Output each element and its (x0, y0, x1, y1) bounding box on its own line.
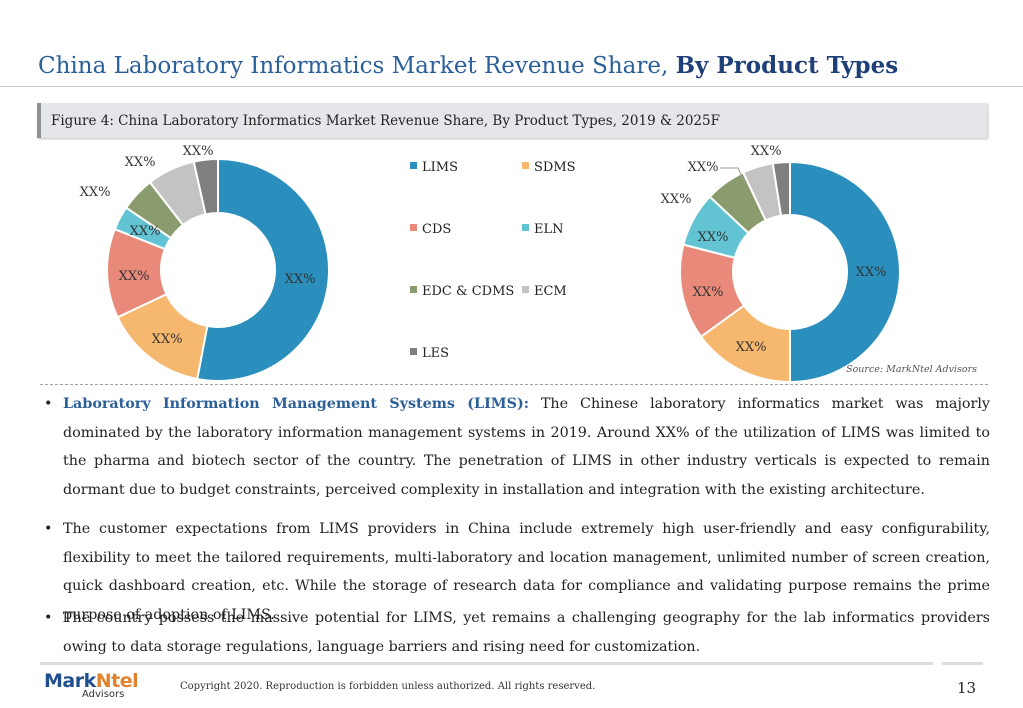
legend-label-lims: LIMS (422, 160, 458, 175)
bullet-text: The country possess the massive potentia… (63, 610, 990, 655)
copyright-text: Copyright 2020. Reproduction is forbidde… (180, 681, 596, 692)
bullet-paragraph-1: • Laboratory Information Management Syst… (44, 390, 990, 504)
donut2-data-label-les: XX% (751, 144, 782, 159)
donut2-data-label-ecm: XX% (688, 160, 719, 175)
legend-swatch-cds (410, 224, 417, 231)
donut2-data-label-sdms: XX% (736, 340, 767, 355)
title-divider (0, 86, 1023, 87)
legend-label-edc-and-cdms: EDC & CDMS (422, 284, 514, 299)
legend-swatch-ecm (522, 286, 529, 293)
donut1-slice-lims (196, 157, 330, 382)
legend-swatch-sdms (522, 162, 529, 169)
legend-swatch-eln (522, 224, 529, 231)
donut2-slice-les (771, 160, 791, 217)
legend-label-cds: CDS (422, 222, 451, 237)
donut2-slice-lims (789, 160, 901, 384)
bullet-paragraph-2: • The customer expectations from LIMS pr… (44, 515, 990, 629)
donut1-data-label-ecm: XX% (125, 155, 156, 170)
leader-line (720, 167, 746, 184)
page-title: China Laboratory Informatics Market Reve… (38, 52, 898, 79)
bullet-dot: • (44, 610, 53, 626)
footer-rule (40, 662, 933, 665)
donut1-data-label-les: XX% (183, 144, 214, 159)
donut1-data-label-sdms: XX% (152, 332, 183, 347)
donut1-data-label-eln: XX% (130, 224, 161, 239)
legend-swatch-edc-and-cdms (410, 286, 417, 293)
legend-label-eln: ELN (534, 222, 564, 237)
figure-caption: Figure 4: China Laboratory Informatics M… (51, 113, 720, 129)
bullet-paragraph-3: • The country possess the massive potent… (44, 604, 990, 661)
title-regular: China Laboratory Informatics Market Reve… (38, 53, 676, 79)
legend-swatch-les (410, 348, 417, 355)
source-note: Source: MarkNtel Advisors (846, 364, 977, 375)
donut2-data-label-lims: XX% (856, 265, 887, 280)
donut1-data-label-cds: XX% (119, 269, 150, 284)
donut2-data-label-cds: XX% (693, 285, 724, 300)
markntel-logo: MarkNtel Advisors (44, 670, 139, 700)
donut-charts: XX% XX% XX% XX% XX% XX% XX% XX% XX% XX% XX% XX% XX% X… (80, 144, 901, 384)
footer-rule-short (942, 662, 983, 665)
logo-text-mark: Mark (44, 670, 96, 692)
logo-text-ntel: Ntel (95, 670, 139, 692)
logo-subtext: Advisors (82, 689, 125, 700)
donut1-data-label-edc-and-cdms: XX% (80, 185, 111, 200)
bullet-lead: Laboratory Information Management System… (63, 396, 529, 412)
bullet-dot: • (44, 521, 53, 537)
bullet-text: The Chinese laboratory informatics marke… (63, 396, 990, 498)
donut2-data-label-edc-and-cdms: XX% (661, 192, 692, 207)
figure-caption-bar: Figure 4: China Laboratory Informatics M… (37, 103, 987, 138)
donut1-slice-les (192, 157, 219, 216)
donut1-data-label-lims: XX% (285, 272, 316, 287)
page-number: 13 (957, 679, 977, 697)
bullet-dot: • (44, 396, 53, 412)
dashed-divider (40, 384, 988, 385)
donut2-data-label-eln: XX% (698, 230, 729, 245)
legend-label-ecm: ECM (534, 284, 567, 299)
legend-label-sdms: SDMS (534, 160, 576, 175)
legend-swatch-lims (410, 162, 417, 169)
legend-label-les: LES (422, 346, 449, 361)
title-bold: By Product Types (675, 52, 899, 79)
bullet-text: The customer expectations from LIMS prov… (63, 521, 990, 623)
